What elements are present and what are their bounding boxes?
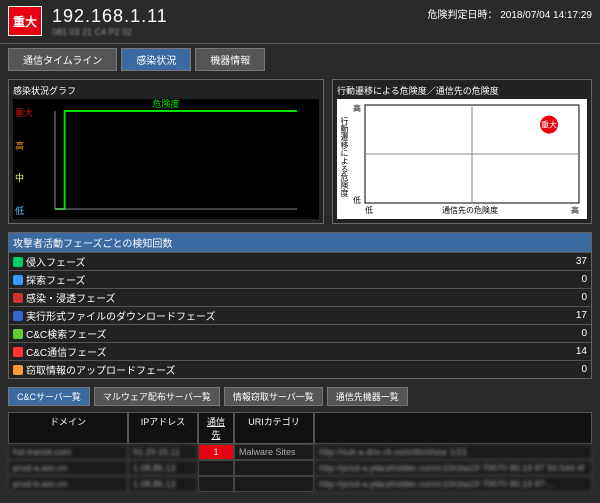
infection-graph-panel: 感染状況グラフ 危険度 重大高中低 — [8, 79, 324, 224]
chart-legend: 危険度 — [152, 97, 179, 110]
phase-label-text: C&C通信フェーズ — [26, 344, 107, 359]
phase-detection-table: 攻撃者活動フェーズごとの検知回数 侵入フェーズ37探索フェーズ0感染・浸透フェー… — [8, 232, 592, 379]
table-cell: http://sub.a.dns.cli.com/dn/show 1/21 — [314, 444, 592, 460]
main-tabs: 通信タイムライン感染状況機器情報 — [0, 44, 600, 75]
phase-label-text: C&C検索フェーズ — [26, 326, 107, 341]
phase-label-text: 侵入フェーズ — [26, 254, 86, 269]
phase-row[interactable]: 探索フェーズ 0 — [9, 270, 591, 288]
table-col-header[interactable]: IPアドレス — [128, 412, 198, 444]
table-cell — [198, 460, 234, 476]
phase-row[interactable]: 実行形式ファイルのダウンロードフェーズ 17 — [9, 306, 591, 324]
table-cell — [234, 460, 314, 476]
phase-count: 37 — [567, 256, 587, 267]
table-col-header[interactable]: ドメイン — [8, 412, 128, 444]
phase-icon — [13, 329, 23, 339]
table-row[interactable]: prod-b.win.cn1.08.86.13 http://prod-a.pla… — [8, 476, 592, 492]
phase-count: 0 — [567, 328, 587, 339]
phase-row[interactable]: 感染・浸透フェーズ 0 — [9, 288, 591, 306]
phase-label-text: 探索フェーズ — [26, 272, 86, 287]
table-cell — [198, 476, 234, 492]
tab-1[interactable]: 感染状況 — [121, 48, 191, 71]
server-tab-2[interactable]: 情報窃取サーバ一覧 — [224, 387, 323, 406]
server-tab-1[interactable]: マルウェア配布サーバ一覧 — [94, 387, 220, 406]
axis-label: 高 — [353, 103, 361, 114]
phase-icon — [13, 311, 23, 321]
phase-icon — [13, 275, 23, 285]
severity-badge: 重大 — [8, 6, 42, 36]
phase-icon — [13, 347, 23, 357]
axis-label: 低 — [353, 195, 361, 206]
table-cell: hst.transit.com — [8, 444, 128, 460]
server-tab-3[interactable]: 通信先機器一覧 — [327, 387, 408, 406]
table-cell: 91.29.15.11 — [128, 444, 198, 460]
y-axis-label: 低 — [15, 204, 24, 217]
table-cell: prod-b.win.cn — [8, 476, 128, 492]
y-axis-label: 高 — [15, 139, 24, 152]
table-cell: 1.08.86.13 — [128, 476, 198, 492]
table-col-header[interactable]: 通信先 — [198, 412, 234, 444]
table-cell — [234, 476, 314, 492]
host-ip: 192.168.1.11 — [52, 6, 168, 27]
phase-count: 0 — [567, 364, 587, 375]
table-cell: prod-a.win.cn — [8, 460, 128, 476]
y-axis-label: 重大 — [15, 106, 33, 119]
table-col-header[interactable] — [314, 412, 592, 444]
table-cell: http://prod-a.placeholder.com/c10/cba19 … — [314, 460, 592, 476]
tab-2[interactable]: 機器情報 — [195, 48, 265, 71]
phase-row[interactable]: C&C検索フェーズ 0 — [9, 324, 591, 342]
phase-label-text: 実行形式ファイルのダウンロードフェーズ — [26, 308, 216, 323]
phase-row[interactable]: 侵入フェーズ 37 — [9, 252, 591, 270]
infection-graph-title: 感染状況グラフ — [13, 84, 319, 97]
phase-label-text: 感染・浸透フェーズ — [26, 290, 116, 305]
phase-count: 17 — [567, 310, 587, 321]
tab-0[interactable]: 通信タイムライン — [8, 48, 117, 71]
axis-label: 低 — [365, 205, 373, 216]
phase-icon — [13, 365, 23, 375]
table-row[interactable]: hst.transit.com91.29.15.111Malware Sites… — [8, 444, 592, 460]
server-tab-0[interactable]: C&Cサーバ一覧 — [8, 387, 90, 406]
phase-count: 0 — [567, 292, 587, 303]
table-header-row: ドメインIPアドレス通信先URIカテゴリ — [8, 412, 592, 444]
cc-server-table: ドメインIPアドレス通信先URIカテゴリ hst.transit.com91.2… — [8, 412, 592, 492]
table-cell: 1.08.86.13 — [128, 460, 198, 476]
detection-timestamp: 危険判定日時： 2018/07/04 14:17:29 — [427, 6, 592, 21]
server-list-tabs: C&Cサーバ一覧マルウェア配布サーバ一覧情報窃取サーバ一覧通信先機器一覧 — [0, 383, 600, 410]
table-col-header[interactable]: URIカテゴリ — [234, 412, 314, 444]
phase-row[interactable]: 窃取情報のアップロードフェーズ 0 — [9, 360, 591, 378]
svg-text:重大: 重大 — [541, 120, 557, 130]
risk-scatter-chart: 重大高低低高通信先の危険度行動遷移による危険度 — [337, 99, 587, 219]
table-cell: 1 — [198, 444, 234, 460]
phase-label-text: 窃取情報のアップロードフェーズ — [26, 362, 176, 377]
phase-icon — [13, 257, 23, 267]
risk-scatter-title: 行動遷移による危険度／通信先の危険度 — [337, 84, 587, 97]
phase-count: 14 — [567, 346, 587, 357]
phase-table-header: 攻撃者活動フェーズごとの検知回数 — [9, 233, 591, 252]
table-row[interactable]: prod-a.win.cn1.08.86.13 http://prod-a.pla… — [8, 460, 592, 476]
phase-row[interactable]: C&C通信フェーズ 14 — [9, 342, 591, 360]
y-axis-label: 中 — [15, 171, 24, 184]
phase-count: 0 — [567, 274, 587, 285]
table-cell: http://prod-a.placeholder.com/c10/cba19 … — [314, 476, 592, 492]
phase-icon — [13, 293, 23, 303]
axis-label: 通信先の危険度 — [442, 205, 498, 216]
host-sub: 081 03 21 C4 P2 02 — [52, 27, 168, 37]
axis-label: 高 — [571, 205, 579, 216]
table-cell: Malware Sites — [234, 444, 314, 460]
risk-scatter-panel: 行動遷移による危険度／通信先の危険度 重大高低低高通信先の危険度行動遷移による危… — [332, 79, 592, 224]
infection-step-chart: 危険度 重大高中低 — [13, 99, 319, 219]
y-axis-title: 行動遷移による危険度 — [339, 117, 350, 197]
